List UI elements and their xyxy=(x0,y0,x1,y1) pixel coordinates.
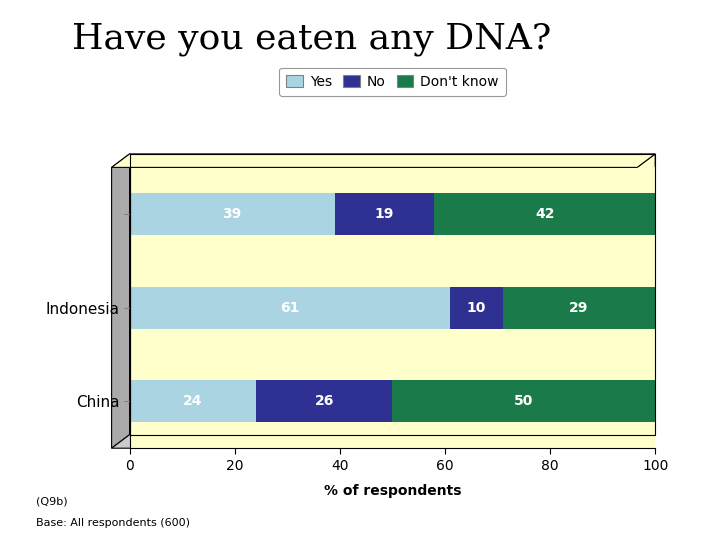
Legend: Yes, No, Don't know: Yes, No, Don't know xyxy=(279,68,505,96)
Text: 42: 42 xyxy=(535,207,554,221)
X-axis label: % of respondents: % of respondents xyxy=(324,484,461,498)
Bar xyxy=(130,193,335,235)
Bar xyxy=(503,287,655,329)
Text: 26: 26 xyxy=(315,394,334,408)
Text: 24: 24 xyxy=(183,394,202,408)
Text: 29: 29 xyxy=(570,301,589,315)
Bar xyxy=(130,287,450,329)
Text: (Q9b): (Q9b) xyxy=(36,497,68,507)
Bar xyxy=(130,380,256,422)
Text: 50: 50 xyxy=(514,394,534,408)
Bar xyxy=(392,380,655,422)
Text: 10: 10 xyxy=(467,301,486,315)
Bar xyxy=(335,193,434,235)
Bar xyxy=(450,287,503,329)
Bar xyxy=(256,380,392,422)
Text: Have you eaten any DNA?: Have you eaten any DNA? xyxy=(72,22,552,56)
Bar xyxy=(434,193,655,235)
Text: 39: 39 xyxy=(222,207,242,221)
Text: Base: All respondents (600): Base: All respondents (600) xyxy=(36,518,190,529)
Text: 19: 19 xyxy=(375,207,395,221)
Text: 61: 61 xyxy=(280,301,300,315)
